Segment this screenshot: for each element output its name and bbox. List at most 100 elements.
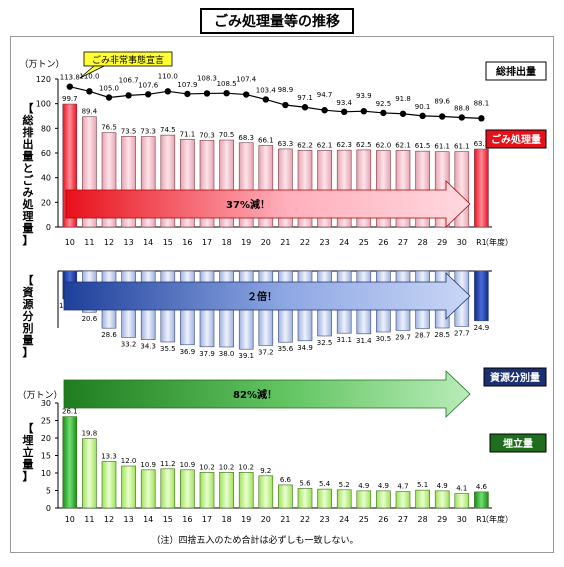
top-bar-label-13: 73.5 [121, 127, 137, 135]
mid-bar-label-30: 27.7 [454, 329, 470, 337]
top-line-point-29 [439, 113, 446, 120]
top-line-label-27: 91.8 [395, 95, 411, 103]
top-line-point-17 [203, 90, 211, 97]
mid-bar-label-14: 34.3 [140, 343, 156, 351]
top-x-label-18: 18 [222, 238, 232, 247]
svg-text:総: 総 [23, 113, 34, 127]
bot-bar-30 [454, 493, 470, 509]
bot-bar-label-20: 9.2 [260, 467, 271, 475]
legend-resource-box [483, 367, 547, 387]
svg-text:出: 出 [23, 137, 34, 151]
top-arrow-label: 37%減！ [226, 198, 270, 211]
top-y-tick-label: 40 [41, 174, 51, 183]
top-bar-label-22: 62.2 [297, 141, 313, 149]
mid-bar-label-25: 31.4 [356, 337, 372, 345]
svg-text:資: 資 [23, 285, 34, 299]
top-line-point-30 [458, 114, 465, 121]
bot-x-label-12: 12 [104, 515, 114, 524]
top-x-label-24: 24 [339, 238, 349, 247]
top-bar-label-14: 73.3 [140, 128, 156, 136]
bot-x-label-17: 17 [202, 515, 212, 524]
svg-text:立: 立 [23, 445, 34, 459]
top-line-label-29: 89.6 [434, 97, 450, 105]
bot-x-label-20: 20 [261, 515, 271, 524]
top-x-label-23: 23 [320, 238, 330, 247]
svg-text:排: 排 [23, 125, 34, 139]
legend-landfill-box [489, 433, 547, 453]
bot-x-label-29: 29 [437, 515, 447, 524]
legend-total-label: 総排出量 [496, 65, 536, 78]
top-line-point-15 [164, 88, 171, 95]
top-line-point-27 [399, 110, 407, 117]
top-bar-label-16: 71.1 [180, 130, 196, 138]
svg-text:別: 別 [22, 321, 34, 335]
bot-x-label-22: 22 [300, 515, 310, 524]
bot-x-label-21: 21 [280, 515, 290, 524]
mid-bar-label-28: 28.7 [415, 331, 431, 339]
top-line-label-15: 110.0 [158, 72, 178, 80]
bot-y-tick-label: 5 [46, 487, 51, 496]
bot-bar-label-14: 10.9 [140, 461, 156, 469]
top-x-label-20: 20 [261, 238, 271, 247]
bot-bar-28 [415, 489, 430, 509]
bot-bar-label-30: 4.1 [456, 485, 467, 493]
svg-text:【: 【 [23, 274, 34, 287]
bot-bar-22 [297, 488, 313, 509]
legend-process-label: ごみ処理量 [491, 133, 541, 146]
top-line-point-R1 [478, 115, 485, 122]
bot-x-label-13: 13 [124, 515, 134, 524]
bot-x-label-10: 10 [65, 515, 75, 524]
bot-bar-20 [258, 475, 274, 509]
bot-y-tick-label: 30 [41, 399, 51, 408]
svg-text:量: 量 [23, 222, 34, 235]
top-line-point-22 [301, 104, 309, 111]
mid-bar-label-21: 35.6 [278, 345, 294, 353]
top-x-label-21: 21 [280, 238, 290, 247]
top-line-label-10: 113.8 [60, 74, 80, 82]
bot-bar-14 [140, 469, 156, 509]
mid-bar-label-19: 39.1 [238, 352, 254, 360]
top-bar-R1 [474, 148, 489, 228]
top-line-label-13: 106.7 [119, 76, 139, 84]
svg-text:理: 理 [23, 210, 34, 223]
svg-text:源: 源 [23, 297, 34, 311]
mid-bar-label-12: 28.6 [101, 331, 117, 339]
top-unit-label: （万トン） [19, 59, 64, 70]
mid-bar-label-17: 37.9 [199, 350, 215, 358]
top-line-label-22: 97.1 [297, 94, 313, 102]
svg-text:】: 】 [23, 470, 34, 483]
top-line-point-18 [223, 89, 230, 97]
bot-bar-16 [180, 469, 195, 509]
mid-bar-label-16: 36.9 [180, 348, 196, 356]
top-line-point-28 [419, 112, 426, 120]
svg-text:埋: 埋 [23, 433, 34, 447]
bot-x-label-27: 27 [398, 515, 408, 524]
bot-bar-13 [121, 465, 136, 509]
top-line-point-12 [105, 94, 113, 101]
bot-bar-label-22: 5.6 [299, 479, 311, 487]
top-line-label-20: 103.4 [256, 86, 277, 94]
bot-bar-label-12: 13.3 [101, 452, 117, 460]
top-y-tick-label: 80 [41, 124, 51, 133]
bot-x-label-14: 14 [143, 515, 153, 524]
mid-bar-label-R1: 24.9 [474, 324, 490, 332]
bot-x-label-24: 24 [339, 515, 349, 524]
bot-x-label-15: 15 [163, 515, 173, 524]
bot-bar-label-25: 4.9 [358, 482, 369, 490]
chart-frame [10, 36, 554, 553]
top-line-label-16: 107.9 [177, 81, 197, 89]
callout-pointer [79, 65, 105, 79]
top-x-label-25: 25 [359, 238, 369, 247]
svg-text:】: 】 [23, 234, 34, 247]
top-bar-label-R1: 63.2 [474, 140, 490, 148]
mid-bar-label-24: 31.1 [336, 336, 352, 344]
top-line-point-21 [282, 101, 289, 109]
bot-bar-label-10: 26.1 [62, 408, 78, 416]
top-bar-label-25: 62.5 [356, 141, 372, 149]
bot-bar-11 [82, 438, 97, 509]
top-bar-label-18: 70.5 [219, 131, 235, 139]
mid-bar-R1 [474, 270, 489, 322]
bot-bar-label-28: 5.1 [417, 481, 428, 489]
svg-text:み: み [23, 186, 34, 199]
